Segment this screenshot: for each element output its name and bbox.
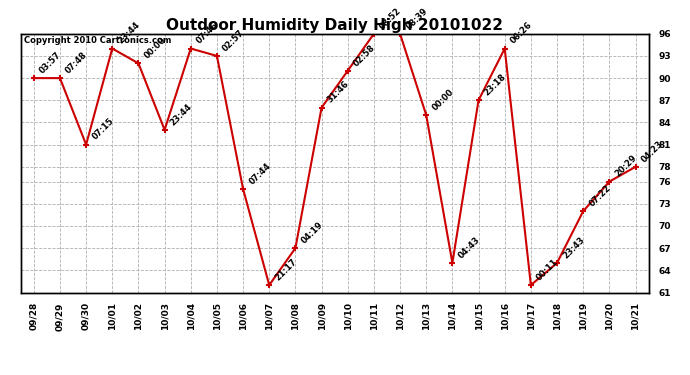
Text: 07:44: 07:44 — [247, 161, 273, 186]
Text: 07:15: 07:15 — [90, 117, 115, 142]
Text: 23:44: 23:44 — [169, 102, 194, 127]
Text: 23:18: 23:18 — [483, 72, 508, 98]
Text: 06:26: 06:26 — [509, 21, 534, 46]
Text: 02:58: 02:58 — [352, 43, 377, 68]
Text: 23:44: 23:44 — [117, 21, 141, 46]
Title: Outdoor Humidity Daily High 20101022: Outdoor Humidity Daily High 20101022 — [166, 18, 503, 33]
Text: 04:43: 04:43 — [457, 235, 482, 260]
Text: 23:43: 23:43 — [561, 235, 586, 260]
Text: 31:46: 31:46 — [326, 80, 351, 105]
Text: 08:52: 08:52 — [378, 6, 403, 31]
Text: 07:46: 07:46 — [195, 21, 220, 46]
Text: 07:22: 07:22 — [587, 183, 613, 209]
Text: 21:17: 21:17 — [273, 257, 299, 282]
Text: 00:11: 00:11 — [535, 257, 560, 282]
Text: 08:39: 08:39 — [404, 6, 429, 31]
Text: 07:48: 07:48 — [64, 50, 89, 75]
Text: 04:23: 04:23 — [640, 139, 665, 164]
Text: 04:19: 04:19 — [299, 220, 325, 245]
Text: Copyright 2010 Cartronics.com: Copyright 2010 Cartronics.com — [24, 36, 171, 45]
Text: 00:00: 00:00 — [431, 87, 455, 112]
Text: 20:29: 20:29 — [613, 154, 639, 179]
Text: 00:00: 00:00 — [143, 36, 168, 60]
Text: 03:57: 03:57 — [38, 50, 63, 75]
Text: 02:57: 02:57 — [221, 28, 246, 53]
